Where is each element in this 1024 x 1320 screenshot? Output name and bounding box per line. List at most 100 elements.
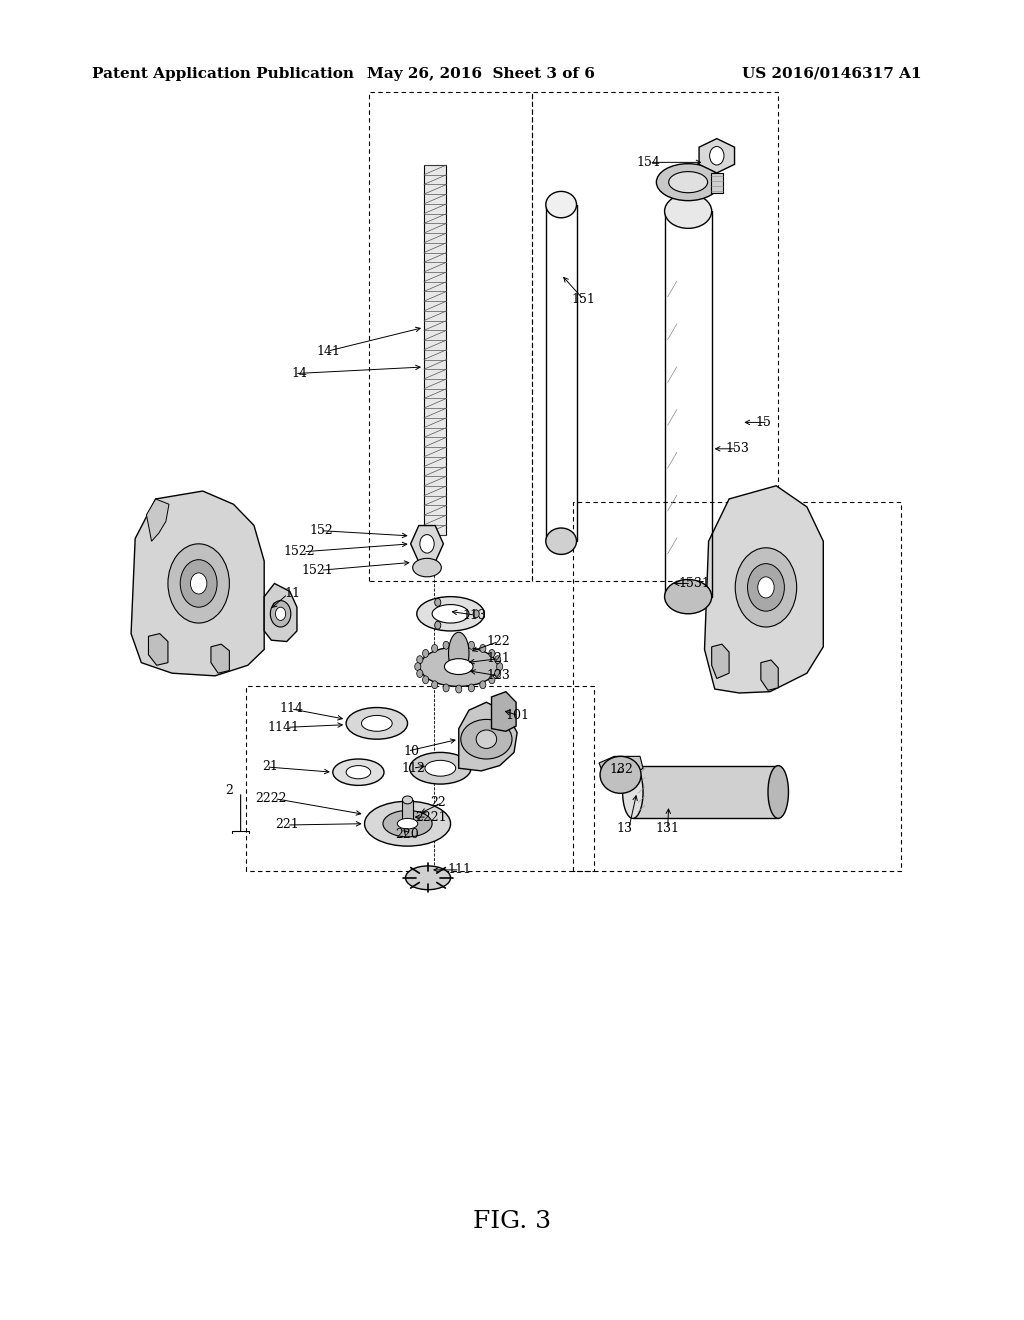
Text: 1521: 1521 [301,564,333,577]
Ellipse shape [546,528,577,554]
Ellipse shape [383,810,432,837]
Polygon shape [705,486,823,693]
Text: 101: 101 [506,709,529,722]
Text: 112: 112 [401,762,425,775]
Ellipse shape [361,715,392,731]
Text: 141: 141 [316,345,340,358]
Text: 1141: 1141 [267,721,299,734]
Text: 113: 113 [463,609,486,622]
Text: 1531: 1531 [679,577,711,590]
Circle shape [443,684,450,692]
Ellipse shape [449,632,469,675]
Ellipse shape [346,766,371,779]
Ellipse shape [656,164,720,201]
Circle shape [735,548,797,627]
Ellipse shape [623,766,643,818]
Ellipse shape [413,558,441,577]
Circle shape [431,681,437,689]
Polygon shape [424,165,446,535]
Circle shape [497,663,503,671]
Polygon shape [699,139,734,173]
Text: 1522: 1522 [284,545,315,558]
Text: 2222: 2222 [255,792,287,805]
Text: 2221: 2221 [415,810,446,824]
Ellipse shape [444,659,473,675]
Text: May 26, 2016  Sheet 3 of 6: May 26, 2016 Sheet 3 of 6 [368,67,595,81]
Polygon shape [148,634,168,665]
Circle shape [423,676,429,684]
Text: 131: 131 [655,822,679,836]
Text: 11: 11 [284,587,300,601]
Polygon shape [633,766,778,818]
Text: 111: 111 [447,863,471,876]
Circle shape [480,681,486,689]
Ellipse shape [365,801,451,846]
Ellipse shape [665,579,712,614]
Circle shape [456,640,462,648]
Ellipse shape [406,866,451,890]
Text: 153: 153 [725,442,749,455]
Circle shape [468,684,474,692]
Text: Patent Application Publication: Patent Application Publication [92,67,354,81]
Text: 132: 132 [609,763,633,776]
Text: 152: 152 [309,524,333,537]
Circle shape [748,564,784,611]
Circle shape [710,147,724,165]
Polygon shape [402,800,413,824]
Text: 15: 15 [756,416,772,429]
Ellipse shape [346,708,408,739]
Circle shape [420,535,434,553]
Text: 22: 22 [430,796,445,809]
Circle shape [488,649,495,657]
Text: 14: 14 [291,367,307,380]
Ellipse shape [432,605,469,623]
Ellipse shape [410,752,471,784]
Text: 154: 154 [637,156,660,169]
Ellipse shape [417,597,484,631]
Polygon shape [711,173,723,193]
Circle shape [473,610,479,618]
Ellipse shape [461,719,512,759]
Polygon shape [211,644,229,673]
Circle shape [434,598,440,606]
Circle shape [168,544,229,623]
Circle shape [488,676,495,684]
Ellipse shape [768,766,788,818]
Text: 10: 10 [403,744,420,758]
Circle shape [495,669,501,677]
Ellipse shape [600,756,641,793]
Polygon shape [492,692,516,731]
Ellipse shape [397,818,418,829]
Polygon shape [761,660,778,690]
Circle shape [468,642,474,649]
Text: FIG. 3: FIG. 3 [473,1209,551,1233]
Text: 221: 221 [275,818,299,832]
Circle shape [431,644,437,652]
Circle shape [270,601,291,627]
Text: 151: 151 [571,293,595,306]
Circle shape [758,577,774,598]
Circle shape [190,573,207,594]
Ellipse shape [476,730,497,748]
Polygon shape [459,702,517,771]
Text: 123: 123 [486,669,510,682]
Text: 2: 2 [225,784,233,797]
Text: 220: 220 [395,828,419,841]
Ellipse shape [420,647,498,686]
Circle shape [480,644,486,652]
Ellipse shape [665,194,712,228]
Circle shape [423,649,429,657]
Text: 114: 114 [280,702,303,715]
Text: 13: 13 [616,822,633,836]
Ellipse shape [669,172,708,193]
Circle shape [443,642,450,649]
Circle shape [456,685,462,693]
Circle shape [495,656,501,664]
Ellipse shape [546,191,577,218]
Polygon shape [146,499,169,541]
Text: 21: 21 [262,760,279,774]
Ellipse shape [402,796,413,804]
Circle shape [275,607,286,620]
Ellipse shape [333,759,384,785]
Polygon shape [411,525,443,562]
